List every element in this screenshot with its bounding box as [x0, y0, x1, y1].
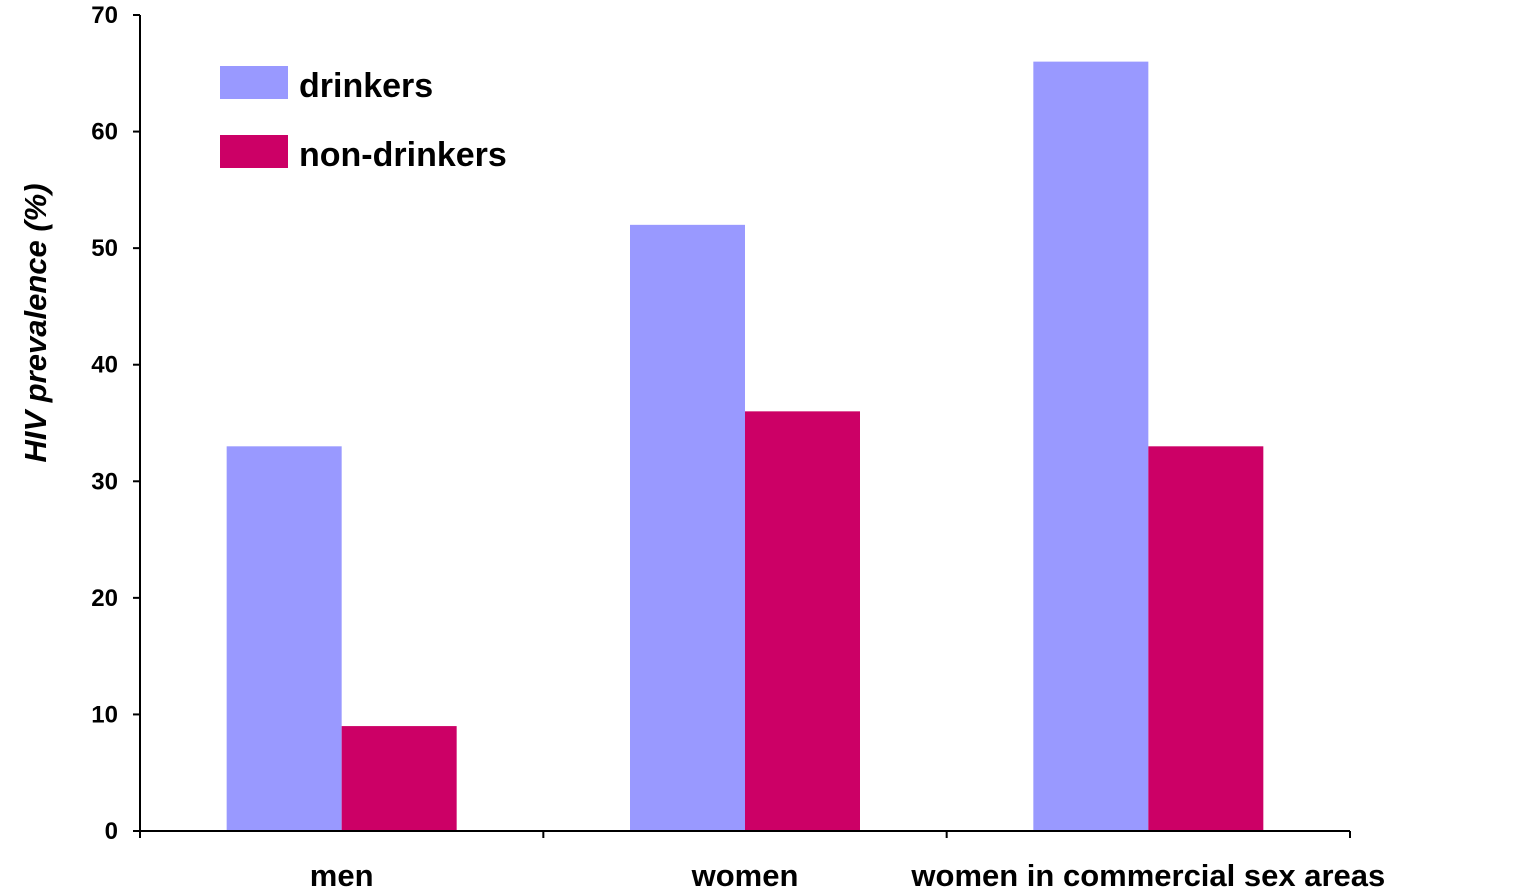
bars	[226, 61, 1264, 832]
y-tick-label: 30	[91, 468, 118, 495]
x-category-label: women in commercial sex areas	[910, 858, 1385, 893]
legend-label: non-drinkers	[299, 136, 507, 174]
legend-swatch	[220, 135, 288, 168]
axes	[139, 15, 1350, 832]
y-tick-label: 60	[91, 119, 118, 146]
y-tick-label: 70	[91, 2, 118, 29]
legend-label: drinkers	[299, 67, 433, 105]
y-axis-title: HIV prevalence (%)	[18, 183, 53, 462]
x-category-label: men	[310, 858, 374, 893]
legend-swatch	[220, 66, 288, 99]
y-tick-label: 50	[91, 235, 118, 262]
bar-non-drinkers-2	[745, 411, 860, 831]
bar-drinkers-2	[630, 224, 745, 832]
y-tick-label: 20	[91, 585, 118, 612]
y-tick-label: 0	[105, 818, 118, 845]
y-tick-label: 40	[91, 352, 118, 379]
x-axis-ticks: men women women in commercial sex areas	[139, 831, 1385, 893]
x-category-label: women	[691, 858, 799, 893]
bar-drinkers-1	[226, 446, 342, 831]
y-axis-ticks: 0 10 20 30 40 50 60 70	[91, 2, 140, 845]
y-tick-label: 10	[91, 701, 118, 728]
bar-non-drinkers-3	[1148, 446, 1264, 831]
legend: drinkers non-drinkers	[220, 66, 507, 174]
bar-drinkers-3	[1033, 61, 1149, 832]
bar-non-drinkers-1	[341, 726, 457, 831]
